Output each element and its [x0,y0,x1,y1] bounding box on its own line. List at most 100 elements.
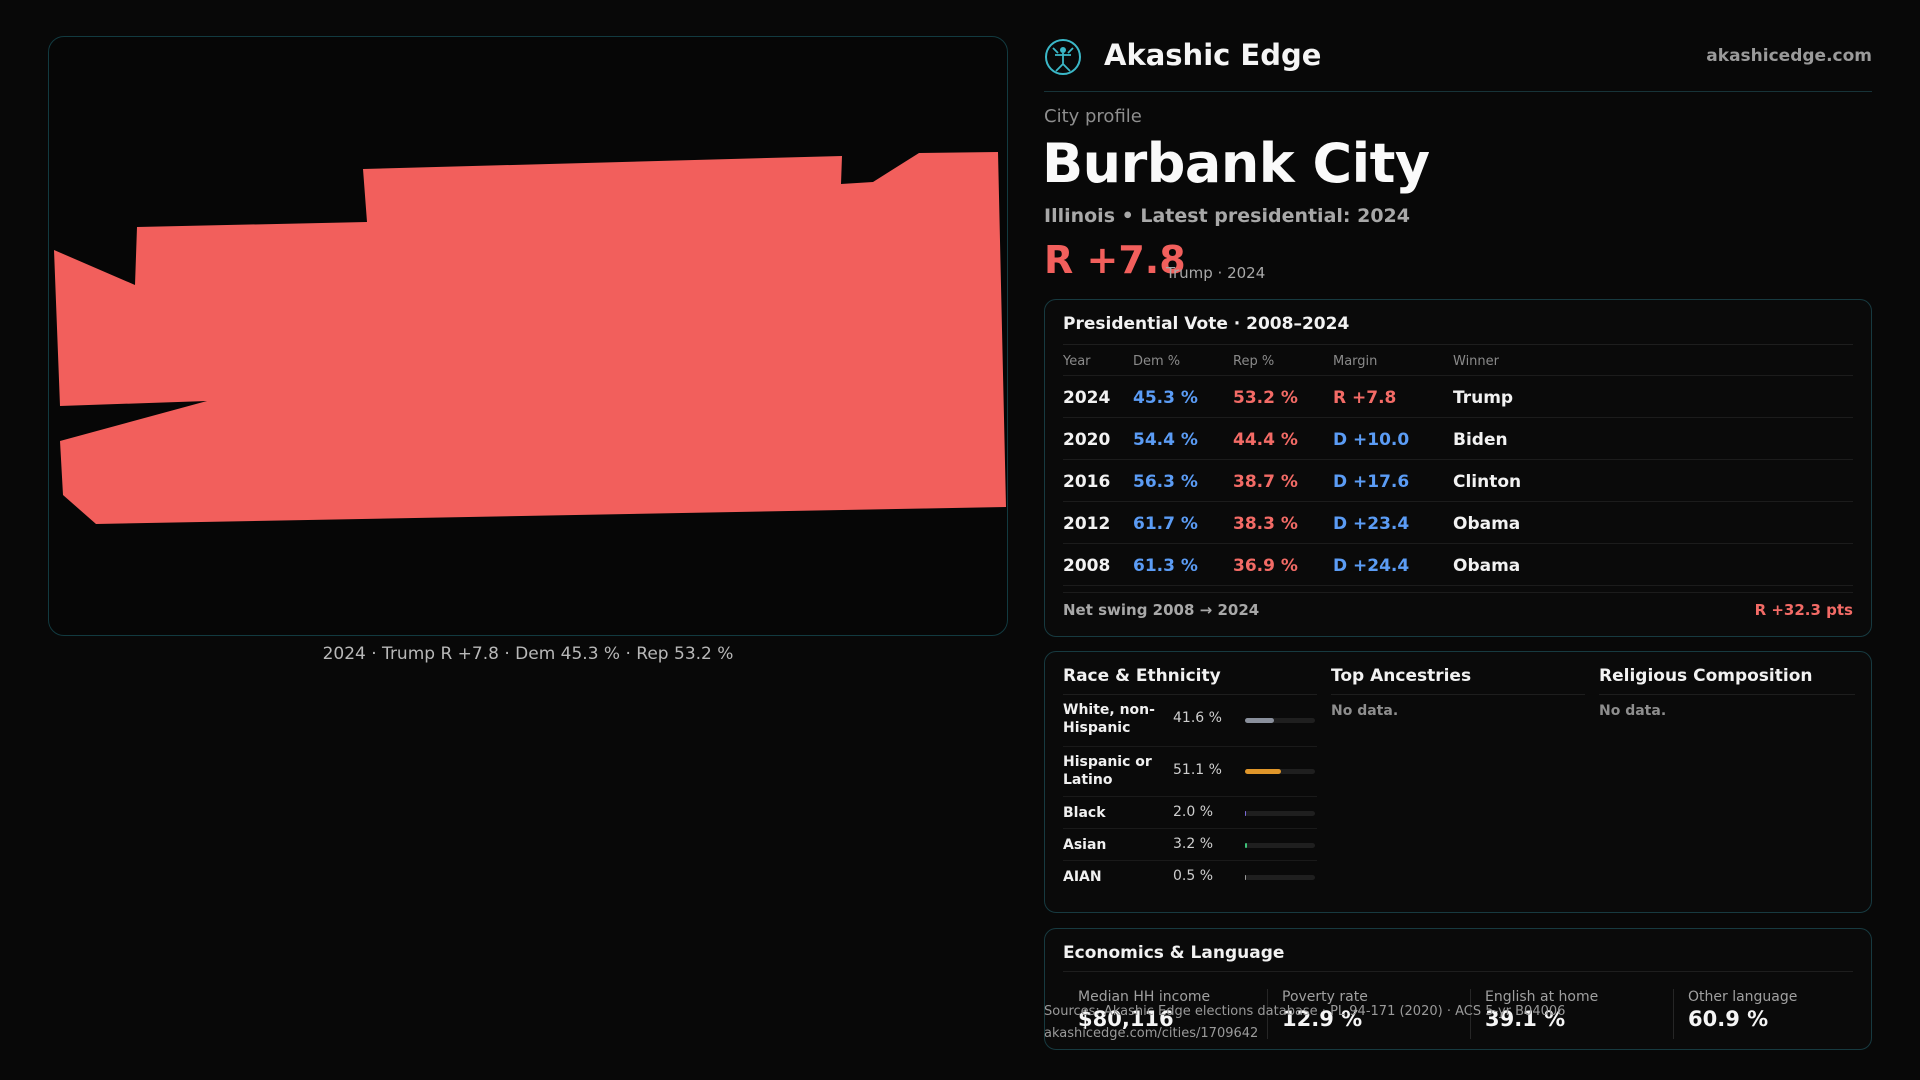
table-row: 2012 61.7 % 38.3 % D +23.4 Obama [1063,502,1853,544]
row-dem: 45.3 % [1133,388,1198,408]
page-subtitle: Illinois • Latest presidential: 2024 [1044,205,1411,227]
race-bar-fill [1245,811,1247,816]
ancestries-empty: No data. [1331,703,1399,719]
religion-title: Religious Composition [1599,666,1813,686]
row-margin: D +23.4 [1333,514,1410,534]
stat-value: 39.1 % [1485,1007,1566,1031]
brand-header: Akashic Edge akashicedge.com [1044,32,1872,92]
race-bar-track [1245,718,1315,723]
city-boundary-shape[interactable] [54,152,1006,524]
latest-margin: R +7.8 [1044,238,1186,282]
row-winner: Clinton [1453,472,1522,492]
vote-table: Year Dem % Rep % Margin Winner 2024 45.3… [1063,346,1853,586]
presidential-vote-card: Presidential Vote · 2008–2024 Year Dem %… [1044,299,1872,637]
race-row: White, non-Hispanic 41.6 % [1063,695,1317,747]
race-label: White, non-Hispanic [1063,702,1155,736]
divider [1267,989,1268,1039]
religion-empty: No data. [1599,703,1667,719]
source-citation: Sources: Akashic Edge elections database… [1044,1004,1566,1019]
map-caption: 2024 · Trump R +7.8 · Dem 45.3 % · Rep 5… [322,644,734,664]
table-row: 2020 54.4 % 44.4 % D +10.0 Biden [1063,418,1853,460]
race-row: AIAN 0.5 % [1063,861,1317,893]
col-header-year: Year [1063,354,1091,369]
vote-table-header: Year Dem % Rep % Margin Winner [1063,346,1853,376]
latest-margin-note: Trump · 2024 [1166,264,1266,282]
divider [1063,344,1853,345]
vote-card-title: Presidential Vote · 2008–2024 [1063,314,1350,334]
row-dem: 61.7 % [1133,514,1198,534]
stat-other-language: Other language 60.9 % [1688,989,1797,1031]
source-url-link[interactable]: akashicedge.com/cities/1709642 [1044,1026,1259,1041]
race-bar-fill [1245,769,1281,774]
stat-poverty-rate: Poverty rate 12.9 % [1282,989,1368,1031]
race-value: 3.2 % [1173,836,1214,852]
stat-label: Poverty rate [1282,989,1368,1005]
race-bar-fill [1245,718,1275,723]
table-row: 2008 61.3 % 36.9 % D +24.4 Obama [1063,544,1853,586]
race-value: 0.5 % [1173,868,1214,884]
net-swing-value: R +32.3 pts [1754,601,1853,619]
stat-label: English at home [1485,989,1599,1005]
race-row: Hispanic or Latino 51.1 % [1063,747,1317,797]
row-rep: 38.3 % [1233,514,1298,534]
demographics-card: Race & Ethnicity White, non-Hispanic 41.… [1044,651,1872,913]
race-bar-track [1245,769,1315,774]
ancestries-title: Top Ancestries [1331,666,1472,686]
race-label: Hispanic or Latino [1063,754,1152,788]
stat-median-income: Median HH income $80,116 [1078,989,1210,1031]
row-rep: 38.7 % [1233,472,1298,492]
race-label: Black [1063,805,1106,821]
race-row: Black 2.0 % [1063,797,1317,829]
row-dem: 56.3 % [1133,472,1198,492]
row-margin: D +17.6 [1333,472,1410,492]
race-section-title: Race & Ethnicity [1063,666,1221,686]
brand-url-link[interactable]: akashicedge.com [1706,46,1872,66]
row-winner: Trump [1453,388,1514,408]
stat-english-at-home: English at home 39.1 % [1485,989,1598,1031]
row-margin: D +10.0 [1333,430,1410,450]
divider [1470,989,1471,1039]
row-dem: 54.4 % [1133,430,1198,450]
race-bar-track [1245,811,1315,816]
akashic-logo-icon[interactable] [1044,38,1082,76]
row-winner: Biden [1453,430,1508,450]
ancestries-section: Top Ancestries No data. [1331,666,1585,719]
city-map-panel[interactable] [48,36,1008,636]
row-year: 2020 [1063,430,1111,450]
table-row: 2016 56.3 % 38.7 % D +17.6 Clinton [1063,460,1853,502]
row-year: 2008 [1063,556,1111,576]
row-margin: R +7.8 [1333,388,1397,408]
divider [1063,971,1853,972]
row-winner: Obama [1453,514,1521,534]
race-label: Asian [1063,837,1107,853]
col-header-rep: Rep % [1233,354,1275,369]
divider [1331,694,1585,695]
page-kicker: City profile [1044,106,1142,127]
row-year: 2012 [1063,514,1111,534]
stat-value: $80,116 [1078,1007,1174,1031]
economics-title: Economics & Language [1063,943,1285,963]
row-margin: D +24.4 [1333,556,1410,576]
divider [1063,694,1317,695]
race-row: Asian 3.2 % [1063,829,1317,861]
row-year: 2024 [1063,388,1111,408]
row-rep: 53.2 % [1233,388,1298,408]
race-value: 2.0 % [1173,804,1214,820]
race-bar-fill [1245,875,1247,880]
col-header-winner: Winner [1453,354,1500,369]
brand-name[interactable]: Akashic Edge [1104,38,1322,72]
stat-value: 12.9 % [1282,1007,1363,1031]
race-bar-track [1245,875,1315,880]
divider [1599,694,1855,695]
divider [1673,989,1674,1039]
race-bar-track [1245,843,1315,848]
race-bar-fill [1245,843,1248,848]
stat-label: Other language [1688,989,1798,1005]
race-ethnicity-section: Race & Ethnicity White, non-Hispanic 41.… [1063,666,1317,893]
divider [1063,592,1853,593]
row-year: 2016 [1063,472,1111,492]
page-title: Burbank City [1042,132,1430,195]
row-dem: 61.3 % [1133,556,1198,576]
row-winner: Obama [1453,556,1521,576]
col-header-margin: Margin [1333,354,1378,369]
